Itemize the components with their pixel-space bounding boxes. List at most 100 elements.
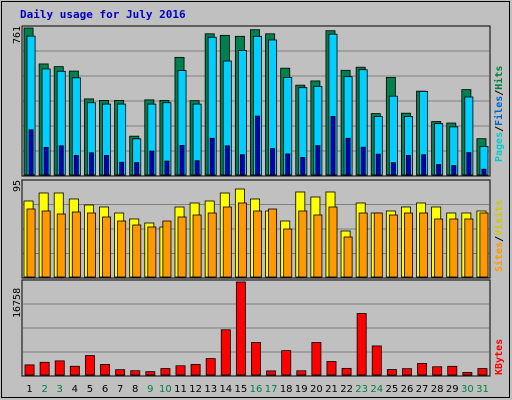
pages-bar: [43, 146, 49, 176]
sites-bar: [479, 212, 489, 278]
pages-bar: [345, 137, 351, 176]
pages-bar: [285, 153, 291, 176]
kbytes-bar: [115, 369, 126, 376]
kbytes-bar: [311, 342, 322, 376]
pages-bar: [209, 137, 215, 176]
pages-bar: [88, 152, 94, 176]
kbytes-ymax-label: 16758: [12, 287, 23, 318]
sites-bar: [373, 212, 383, 278]
legend-sites: Sites: [494, 241, 505, 272]
sites-bar: [464, 218, 474, 278]
pages-bar: [179, 145, 185, 176]
sites-bar: [253, 210, 262, 278]
kbytes-bar: [251, 342, 261, 376]
sites-bar: [343, 236, 353, 278]
pages-bar: [104, 155, 109, 176]
kbytes-bar: [432, 366, 443, 376]
day-label: 29: [446, 384, 459, 395]
pages-bar: [119, 161, 125, 176]
kbytes-bar: [69, 365, 80, 376]
sites-bar: [147, 226, 157, 278]
kbytes-bar: [145, 371, 156, 376]
day-label: 8: [132, 384, 138, 395]
sites-bar: [162, 220, 172, 278]
day-label: 10: [159, 384, 172, 395]
kbytes-bar: [296, 370, 307, 376]
kbytes-bar: [24, 364, 35, 376]
day-label: 26: [401, 384, 414, 395]
sites-bar: [358, 212, 368, 278]
sites-bar: [404, 212, 413, 278]
sites-bar: [71, 211, 81, 278]
kbytes-bar: [326, 361, 337, 376]
day-label: 16: [250, 384, 263, 395]
kbytes-legend: KBytes: [494, 339, 505, 375]
pages-bar: [224, 145, 230, 176]
kbytes-bar: [341, 367, 352, 376]
day-label: 23: [355, 384, 368, 395]
pages-bar: [58, 145, 64, 176]
kbytes-bar: [160, 368, 171, 376]
kbytes-bar: [417, 363, 428, 376]
legend-sep-2: /: [494, 89, 505, 96]
sites-bar: [434, 218, 444, 278]
pages-bar: [255, 115, 260, 176]
sites-bar: [298, 210, 308, 278]
day-label: 14: [219, 384, 232, 395]
day-label: 21: [325, 384, 338, 395]
sites-bar: [41, 210, 51, 278]
day-label: 25: [386, 384, 399, 395]
pages-bar: [239, 154, 245, 176]
day-label: 31: [476, 384, 489, 395]
day-label: 11: [174, 384, 187, 395]
sites-bar: [268, 208, 278, 278]
kbytes-bar: [447, 365, 458, 376]
sites-bar: [222, 206, 232, 278]
sites-bar: [132, 224, 142, 278]
pages-bar: [149, 150, 155, 176]
day-label: 1: [26, 384, 32, 395]
day-label: 20: [310, 384, 323, 395]
pages-bar: [451, 165, 457, 176]
kbytes-bar: [205, 358, 216, 376]
day-label: 28: [431, 384, 444, 395]
pages-bar: [270, 148, 276, 176]
pages-bar: [73, 155, 79, 176]
sites-bar: [313, 214, 323, 278]
day-label: 17: [265, 384, 278, 395]
chart-title: Daily usage for July 2016: [20, 8, 186, 21]
pages-bar: [481, 168, 487, 176]
day-label: 7: [117, 384, 123, 395]
sites-bar: [102, 216, 111, 278]
kbytes-bar: [371, 345, 382, 376]
kbytes-bar: [281, 350, 292, 376]
pages-bar: [375, 153, 381, 176]
day-label: 9: [147, 384, 153, 395]
kbytes-bar: [175, 365, 186, 376]
kbytes-bar: [386, 369, 397, 376]
day-label: 15: [235, 384, 248, 395]
kbytes-bar: [402, 368, 412, 376]
sites-bar: [117, 220, 127, 278]
kbytes-bar: [84, 355, 95, 376]
kbytes-bar: [477, 368, 488, 376]
kbytes-bar: [130, 370, 141, 376]
day-label: 22: [340, 384, 353, 395]
day-label: 19: [295, 384, 308, 395]
legend-visits: Visits: [494, 199, 505, 236]
kbytes-bar: [235, 281, 246, 376]
day-label: 27: [416, 384, 429, 395]
visits-ymax-label: 95: [12, 179, 23, 192]
pages-bar: [360, 146, 366, 176]
kbytes-bar: [54, 360, 65, 376]
sites-bar: [86, 212, 96, 278]
legend-sep-3: /: [494, 235, 505, 242]
kbytes-bar: [39, 361, 50, 376]
pages-bar: [300, 157, 306, 176]
sites-bar: [177, 216, 187, 278]
legend-pages: Pages: [494, 131, 505, 162]
sites-bar: [237, 202, 247, 278]
sites-bar: [419, 212, 429, 278]
